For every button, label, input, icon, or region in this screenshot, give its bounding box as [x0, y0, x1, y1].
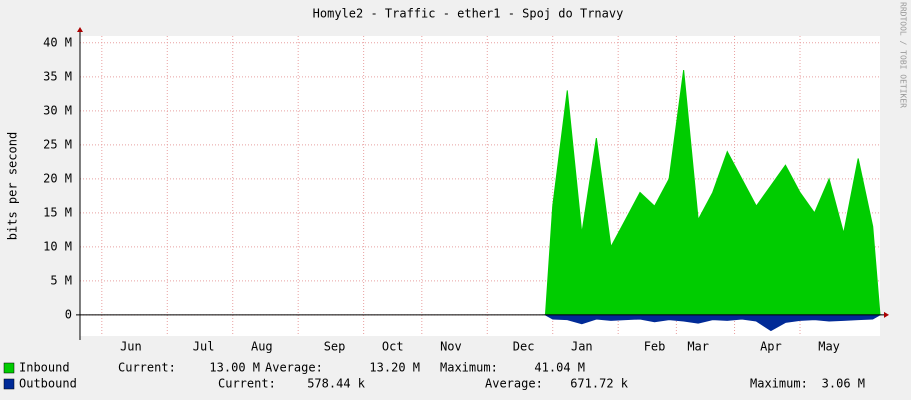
- x-tick-label: Jan: [571, 340, 593, 354]
- legend-label: Outbound: [19, 377, 77, 391]
- x-tick-label: Aug: [251, 340, 273, 354]
- legend-swatch: [3, 362, 15, 374]
- y-tick-label: 0: [65, 307, 72, 321]
- y-tick-label: 10 M: [43, 239, 72, 253]
- x-arrow: [884, 311, 889, 318]
- x-tick-label: Dec: [513, 340, 535, 354]
- x-tick-label: Oct: [382, 340, 404, 354]
- legend-label: Inbound: [19, 361, 70, 375]
- watermark: RRDTOOL / TOBI OETIKER: [899, 2, 908, 108]
- y-tick-label: 20 M: [43, 171, 72, 185]
- area: [543, 314, 882, 332]
- y-tick-label: 40 M: [43, 35, 72, 49]
- legend-stat-value: 13.00 M: [209, 361, 260, 375]
- y-axis-label: bits per second: [6, 132, 20, 240]
- legend-stat-label: Average:: [485, 377, 543, 391]
- x-tick-label: Nov: [440, 340, 462, 354]
- chart-title: Homyle2 - Traffic - ether1 - Spoj do Trn…: [313, 7, 624, 21]
- legend-stat-label: Current:: [218, 377, 276, 391]
- legend-stat-value: 578.44 k: [307, 377, 366, 391]
- y-arrow: [77, 27, 83, 32]
- legend-stat-value: 671.72 k: [570, 377, 629, 391]
- legend-stat-label: Maximum:: [750, 377, 808, 391]
- legend-stat-value: 3.06 M: [822, 377, 865, 391]
- legend-stat-label: Average:: [265, 361, 323, 375]
- legend-swatch: [3, 378, 15, 390]
- legend-stat-label: Maximum:: [440, 361, 498, 375]
- y-tick-label: 35 M: [43, 69, 72, 83]
- x-tick-label: Sep: [324, 340, 346, 354]
- x-tick-label: Mar: [687, 340, 709, 354]
- x-tick-label: Feb: [644, 340, 666, 354]
- y-tick-label: 25 M: [43, 137, 72, 151]
- legend-stat-label: Current:: [118, 361, 176, 375]
- y-tick-label: 15 M: [43, 205, 72, 219]
- x-tick-label: May: [818, 340, 840, 354]
- x-tick-label: Jun: [120, 340, 142, 354]
- x-tick-label: Jul: [193, 340, 215, 354]
- y-tick-label: 30 M: [43, 103, 72, 117]
- legend-stat-value: 13.20 M: [369, 361, 420, 375]
- legend-stat-value: 41.04 M: [534, 361, 585, 375]
- y-tick-label: 5 M: [50, 273, 72, 287]
- x-tick-label: Apr: [760, 340, 782, 354]
- area: [544, 69, 881, 316]
